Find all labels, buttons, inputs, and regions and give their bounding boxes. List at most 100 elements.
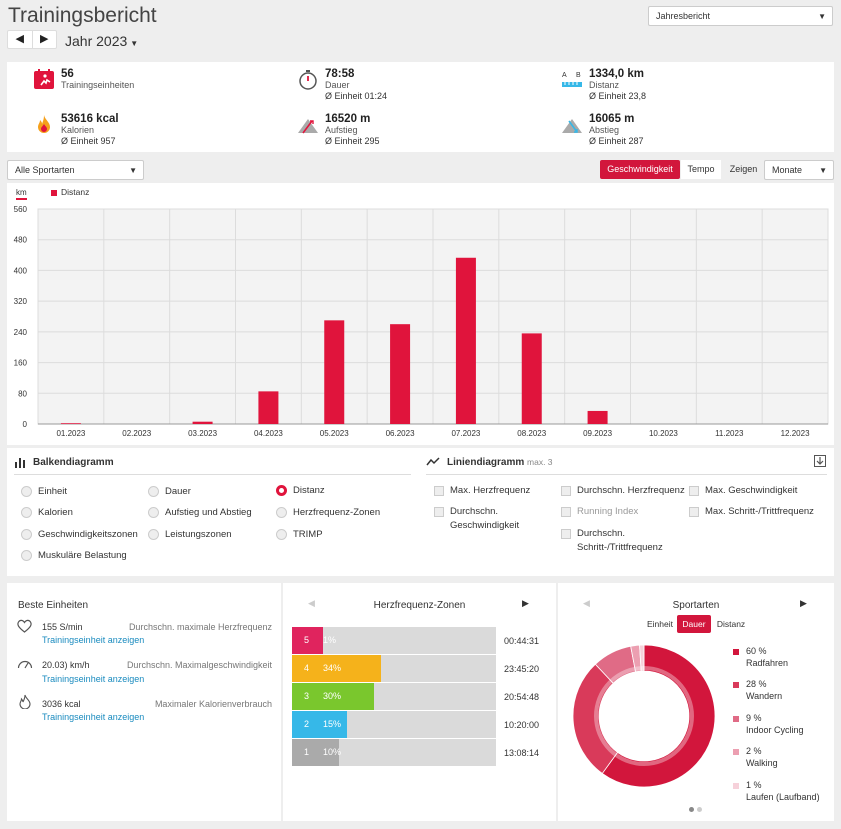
check-max-speed[interactable]: Max. Geschwindigkeit bbox=[689, 484, 797, 498]
sports-tab-einheit[interactable]: Einheit bbox=[643, 615, 677, 633]
radio-circle[interactable] bbox=[276, 529, 287, 540]
stat-sessions: 56 Trainingseinheiten bbox=[33, 68, 134, 90]
radio-geschw-zonen[interactable]: Geschwindigkeitszonen bbox=[21, 529, 138, 540]
check-label: Durchschn. Geschwindigkeit bbox=[450, 506, 520, 531]
hr-zone-time: 00:44:31 bbox=[504, 636, 540, 646]
show-session-link[interactable]: Trainingseinheit anzeigen bbox=[42, 635, 145, 645]
donut-slice-laufen-laufband-[interactable] bbox=[639, 644, 645, 672]
check-label: Durchschn. Schritt-/Trittfrequenz bbox=[577, 528, 663, 553]
checkbox[interactable] bbox=[689, 507, 699, 517]
period-select[interactable]: Monate ▼ bbox=[764, 160, 834, 180]
check-avg-hf[interactable]: Durchschn. Herzfrequenz bbox=[561, 484, 685, 498]
hr-next-arrow[interactable]: ▶ bbox=[522, 598, 529, 608]
sports-next-arrow[interactable]: ▶ bbox=[800, 598, 807, 608]
check-max-cadence[interactable]: Max. Schritt-/Trittfrequenz bbox=[689, 505, 814, 519]
radio-label: Muskuläre Belastung bbox=[38, 550, 127, 561]
check-avg-speed[interactable]: Durchschn. Geschwindigkeit bbox=[434, 505, 544, 533]
hr-zone-time: 13:08:14 bbox=[504, 748, 540, 758]
x-tick-label: 07.2023 bbox=[451, 429, 480, 438]
hr-zone-row: 4 34% bbox=[292, 655, 496, 682]
stat-ascent: 16520 m Aufstieg Ø Einheit 295 bbox=[297, 113, 380, 147]
best-label: Durchschn. maximale Herzfrequenz bbox=[128, 622, 272, 632]
radio-hf-zonen[interactable]: Herzfrequenz-Zonen bbox=[276, 507, 380, 518]
legend-swatch bbox=[733, 748, 739, 755]
radio-circle[interactable] bbox=[276, 507, 287, 518]
sport-select[interactable]: Alle Sportarten ▼ bbox=[7, 160, 144, 180]
show-session-link[interactable]: Trainingseinheit anzeigen bbox=[42, 712, 145, 722]
bar-06.2023[interactable] bbox=[390, 324, 411, 424]
radio-circle[interactable] bbox=[21, 486, 32, 497]
year-label: Jahr 2023 bbox=[65, 33, 128, 49]
sports-donut-chart bbox=[572, 644, 716, 788]
legend-sport-name: Indoor Cycling bbox=[746, 725, 804, 735]
radio-einheit[interactable]: Einheit bbox=[21, 486, 67, 497]
page-dot[interactable] bbox=[697, 807, 702, 812]
radio-trimp[interactable]: TRIMP bbox=[276, 529, 323, 540]
x-tick-label: 10.2023 bbox=[649, 429, 678, 438]
radio-circle-selected[interactable] bbox=[276, 485, 287, 496]
radio-muskulaer[interactable]: Muskuläre Belastung bbox=[21, 550, 127, 561]
radio-circle[interactable] bbox=[148, 507, 159, 518]
export-icon[interactable] bbox=[814, 455, 826, 467]
next-year-button[interactable]: ▶ bbox=[40, 33, 49, 45]
legend-sport-name: Walking bbox=[746, 758, 778, 768]
check-label: Max. Herzfrequenz bbox=[450, 485, 531, 496]
checkbox[interactable] bbox=[561, 529, 571, 539]
sports-tab-distanz[interactable]: Distanz bbox=[712, 615, 750, 633]
checkbox[interactable] bbox=[561, 486, 571, 496]
prev-year-button[interactable]: ◀ bbox=[8, 31, 33, 48]
sports-prev-arrow[interactable]: ◀ bbox=[583, 598, 590, 608]
sports-tab-dauer[interactable]: Dauer bbox=[677, 615, 711, 633]
checkbox[interactable] bbox=[689, 486, 699, 496]
donut-slice-radfahren[interactable] bbox=[601, 644, 716, 788]
sports-legend-item: 2 % Walking bbox=[733, 745, 778, 769]
radio-circle[interactable] bbox=[21, 507, 32, 518]
y-tick-label: 480 bbox=[14, 236, 28, 245]
bar-03.2023[interactable] bbox=[192, 421, 213, 424]
best-label: Maximaler Kalorienverbrauch bbox=[154, 699, 272, 709]
radio-kalorien[interactable]: Kalorien bbox=[21, 507, 73, 518]
checkbox[interactable] bbox=[561, 507, 571, 517]
hr-zone-bar bbox=[321, 683, 374, 710]
x-tick-label: 05.2023 bbox=[320, 429, 349, 438]
line-chart-icon bbox=[426, 457, 440, 466]
bar-05.2023[interactable] bbox=[324, 320, 345, 424]
hr-prev-arrow[interactable]: ◀ bbox=[308, 598, 315, 608]
flame-outline-icon bbox=[19, 694, 31, 709]
show-session-link[interactable]: Trainingseinheit anzeigen bbox=[42, 674, 145, 684]
stat-calories: 53616 kcal Kalorien Ø Einheit 957 bbox=[33, 113, 119, 147]
check-max-hf[interactable]: Max. Herzfrequenz bbox=[434, 484, 530, 498]
radio-circle[interactable] bbox=[21, 550, 32, 561]
radio-circle[interactable] bbox=[21, 529, 32, 540]
bar-09.2023[interactable] bbox=[587, 410, 608, 424]
check-avg-cadence[interactable]: Durchschn. Schritt-/Trittfrequenz bbox=[561, 527, 686, 555]
radio-distanz[interactable]: Distanz bbox=[276, 485, 325, 496]
bar-07.2023[interactable] bbox=[455, 257, 476, 424]
checkbox[interactable] bbox=[434, 486, 444, 496]
radio-label: Herzfrequenz-Zonen bbox=[293, 507, 381, 518]
ascent-icon bbox=[298, 119, 318, 134]
radio-circle[interactable] bbox=[148, 529, 159, 540]
bar-08.2023[interactable] bbox=[521, 333, 542, 424]
sport-select-value: Alle Sportarten bbox=[15, 165, 75, 175]
radio-label: Kalorien bbox=[38, 507, 73, 518]
page-dot-active[interactable] bbox=[689, 807, 694, 812]
radio-dauer[interactable]: Dauer bbox=[148, 486, 191, 497]
bar-04.2023[interactable] bbox=[258, 391, 279, 424]
speed-button[interactable]: Geschwindigkeit bbox=[600, 160, 680, 179]
report-type-select[interactable]: Jahresbericht ▼ bbox=[648, 6, 833, 26]
radio-leistungszonen[interactable]: Leistungszonen bbox=[148, 529, 232, 540]
checkbox[interactable] bbox=[434, 507, 444, 517]
check-running-index[interactable]: Running Index bbox=[561, 505, 638, 519]
radio-label: Einheit bbox=[38, 486, 68, 497]
summary-card bbox=[7, 62, 834, 152]
page-title: Trainingsbericht bbox=[8, 4, 157, 27]
year-dropdown[interactable]: Jahr 2023 ▼ bbox=[65, 33, 138, 49]
pace-button[interactable]: Tempo bbox=[681, 160, 721, 179]
hr-zone-bar bbox=[321, 655, 381, 682]
radio-aufstieg[interactable]: Aufstieg und Abstieg bbox=[148, 507, 252, 518]
radio-circle[interactable] bbox=[148, 486, 159, 497]
legend-percent: 9 % bbox=[746, 713, 762, 723]
bar-01.2023[interactable] bbox=[60, 423, 81, 424]
stat-descent: 16065 m Abstieg Ø Einheit 287 bbox=[561, 113, 644, 147]
